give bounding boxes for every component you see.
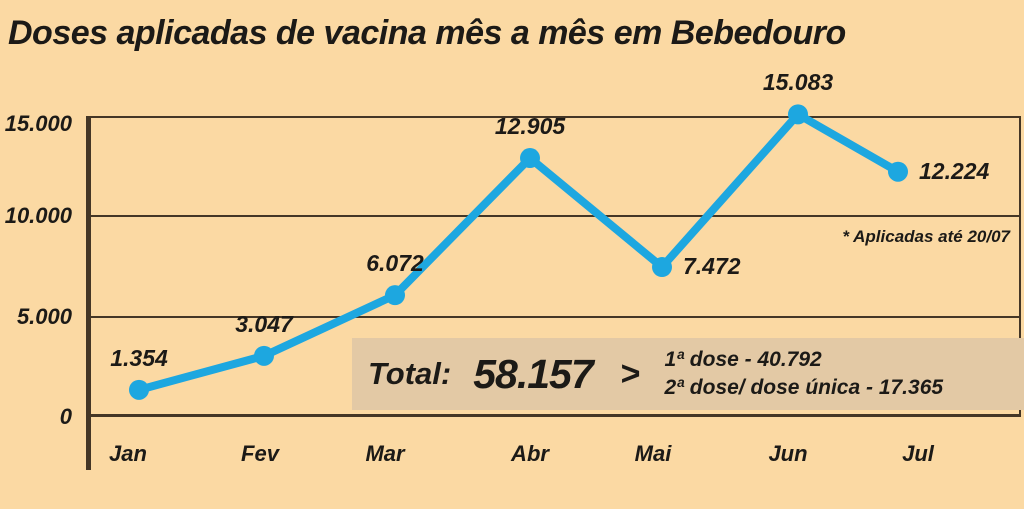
annotation-note: * Aplicadas até 20/07 [842, 227, 1010, 246]
point-label-mai: 7.472 [683, 253, 741, 280]
point-label-mar: 6.072 [366, 250, 424, 277]
first-dose-line: 1ª dose - 40.792 [664, 348, 822, 372]
second-dose-line: 2ª dose/ dose única - 17.365 [664, 376, 944, 399]
month-label-jun: Jun [768, 441, 808, 466]
month-label-abr: Abr [511, 441, 549, 466]
month-label-jul: Jul [902, 441, 934, 466]
point-label-abr: 12.905 [494, 113, 566, 140]
point-label-fev: 3.047 [235, 310, 293, 337]
point-label-jul: 12.224 [919, 157, 990, 184]
point-label-jan: 1.354 [110, 344, 168, 371]
total-label: Total: [368, 356, 452, 391]
dose-breakdown: 1ª dose - 40.792 2ª dose/ dose única - 1… [665, 346, 944, 401]
y-tick-label: 0 [59, 404, 72, 429]
month-label-fev: Fev [241, 441, 279, 466]
gridline [91, 215, 1019, 218]
y-tick-label: 10.000 [4, 203, 72, 229]
y-axis-line [86, 417, 91, 470]
gridline [91, 315, 1019, 318]
y-tick-label: 5.000 [16, 303, 72, 329]
y-tick-label: 15.000 [4, 111, 72, 136]
total-value: 58.157 [473, 350, 593, 397]
month-label-jan: Jan [109, 441, 147, 466]
month-label-mar: Mar [365, 441, 405, 466]
month-label-mai: Mai [634, 441, 672, 466]
chart-title: Doses aplicadas de vacina mês a mês em B… [8, 14, 846, 52]
point-label-jun: 15.083 [762, 69, 834, 96]
greater-than-separator: > [620, 354, 641, 393]
total-box: Total: 58.157 > 1ª dose - 40.792 2ª dose… [352, 338, 1024, 410]
